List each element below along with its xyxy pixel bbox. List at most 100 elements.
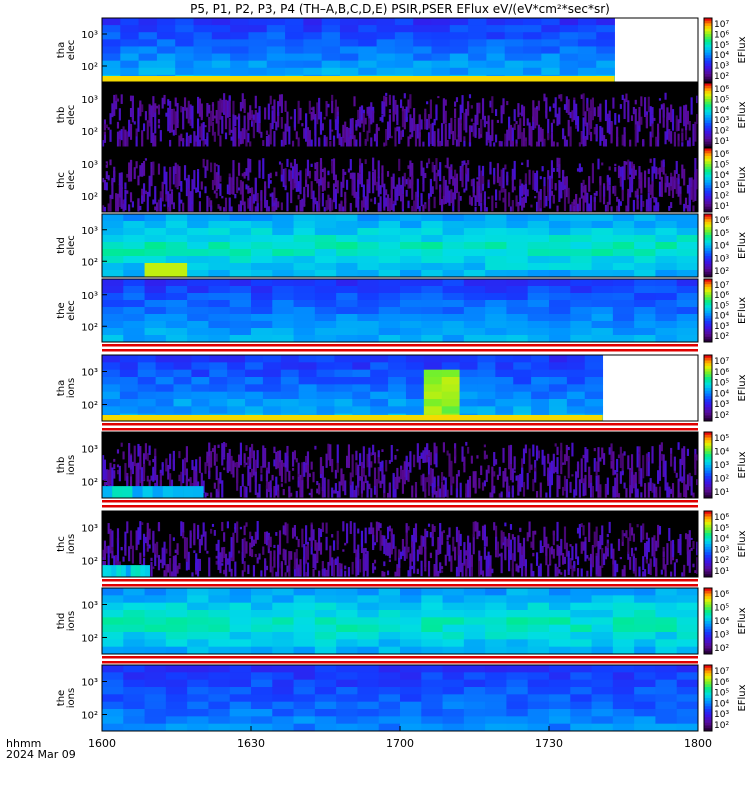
heatmap-cell [314, 328, 337, 336]
heatmap-cell [407, 136, 410, 147]
heatmap-cell [208, 228, 231, 236]
heatmap-cell [282, 525, 285, 535]
heatmap-cell [357, 256, 380, 264]
heatmap-cell [549, 679, 571, 688]
heatmap-cell [589, 482, 593, 497]
heatmap-cell [463, 228, 486, 236]
heatmap-cell [379, 523, 382, 529]
heatmap-cell [165, 646, 188, 655]
colorbar-segment [704, 185, 712, 189]
heatmap-cell [378, 588, 401, 596]
heatmap-cell [442, 179, 445, 199]
heatmap-cell [228, 95, 231, 101]
heatmap-cell [442, 602, 465, 611]
heatmap-cell [318, 527, 321, 551]
colorbar-segment [704, 328, 712, 332]
heatmap-cell [694, 121, 697, 142]
heatmap-cell [210, 200, 213, 210]
heatmap-cell [506, 221, 529, 229]
heatmap-cell [157, 555, 161, 571]
heatmap-cell [284, 168, 287, 189]
colorbar-segment [704, 96, 712, 100]
heatmap-cell [165, 610, 188, 618]
heatmap-cell [338, 203, 341, 212]
heatmap-cell [567, 119, 570, 137]
heatmap-cell [442, 687, 465, 695]
heatmap-cell [229, 314, 252, 322]
heatmap-cell [563, 526, 567, 550]
heatmap-cell [612, 639, 635, 648]
heatmap-cell [591, 293, 614, 301]
y-axis-label: thc [56, 536, 67, 552]
heatmap-cell [688, 121, 691, 131]
heatmap-cell [229, 328, 252, 336]
heatmap-cell [400, 249, 422, 257]
heatmap-cell [390, 189, 393, 211]
heatmap-cell [485, 694, 507, 703]
heatmap-cell [421, 321, 443, 329]
heatmap-cell [118, 139, 121, 147]
heatmap-cell [193, 46, 213, 54]
heatmap-cell [502, 531, 505, 543]
heatmap-cell [102, 221, 124, 229]
heatmap-cell [570, 335, 592, 343]
heatmap-cell [465, 483, 468, 498]
heatmap-cell [378, 293, 401, 301]
heatmap-cell [424, 204, 427, 209]
heatmap-cell [435, 446, 438, 454]
heatmap-cell [485, 242, 507, 250]
heatmap-cell [364, 138, 367, 146]
heatmap-cell [378, 617, 401, 626]
heatmap-cell [552, 453, 555, 474]
heatmap-cell [640, 96, 643, 107]
colorbar-segment [704, 245, 712, 249]
heatmap-cell [139, 552, 142, 565]
heatmap-cell [314, 602, 337, 611]
heatmap-cell [156, 53, 176, 62]
heatmap-cell [187, 602, 209, 611]
heatmap-cell [405, 406, 425, 415]
colorbar-segment [704, 302, 712, 306]
heatmap-cell [692, 540, 695, 549]
heatmap-cell [248, 18, 268, 26]
heatmap-cell [221, 521, 224, 532]
heatmap-cell [442, 98, 445, 121]
heatmap-cell [272, 617, 294, 626]
heatmap-cell [282, 131, 285, 147]
heatmap-cell [355, 191, 358, 208]
heatmap-cell [449, 53, 469, 62]
heatmap-cell [162, 486, 174, 498]
heatmap-cell [202, 122, 205, 141]
heatmap-cell [504, 60, 524, 69]
heatmap-cell [677, 140, 680, 147]
heatmap-cell [251, 632, 273, 640]
panel-frame [101, 587, 699, 655]
heatmap-cell [272, 595, 294, 604]
colorbar-tick-label: 10⁴ [714, 448, 729, 458]
heatmap-cell [258, 483, 261, 498]
colorbar-segment [704, 266, 712, 270]
heatmap-cell [150, 557, 153, 562]
colorbar-segment [704, 377, 712, 381]
heatmap-cell [463, 639, 486, 648]
heatmap-cell [280, 116, 283, 129]
heatmap-cell [559, 60, 579, 69]
heatmap-cell [288, 169, 291, 182]
heatmap-cell [566, 362, 586, 371]
heatmap-cell [120, 130, 123, 136]
y-axis-label: elec [66, 235, 77, 256]
heatmap-cell [683, 456, 686, 482]
colorbar-segment [704, 42, 712, 46]
heatmap-cell [504, 133, 507, 147]
heatmap-cell [549, 249, 571, 257]
heatmap-cell [303, 558, 306, 577]
heatmap-cell [232, 100, 235, 115]
heatmap-cell [318, 570, 321, 577]
colorbar-segment [704, 607, 712, 611]
heatmap-cell [444, 123, 447, 147]
heatmap-cell [423, 406, 443, 415]
heatmap-cell [549, 235, 571, 243]
colorbar-segment [704, 451, 712, 455]
heatmap-cell [383, 493, 386, 498]
